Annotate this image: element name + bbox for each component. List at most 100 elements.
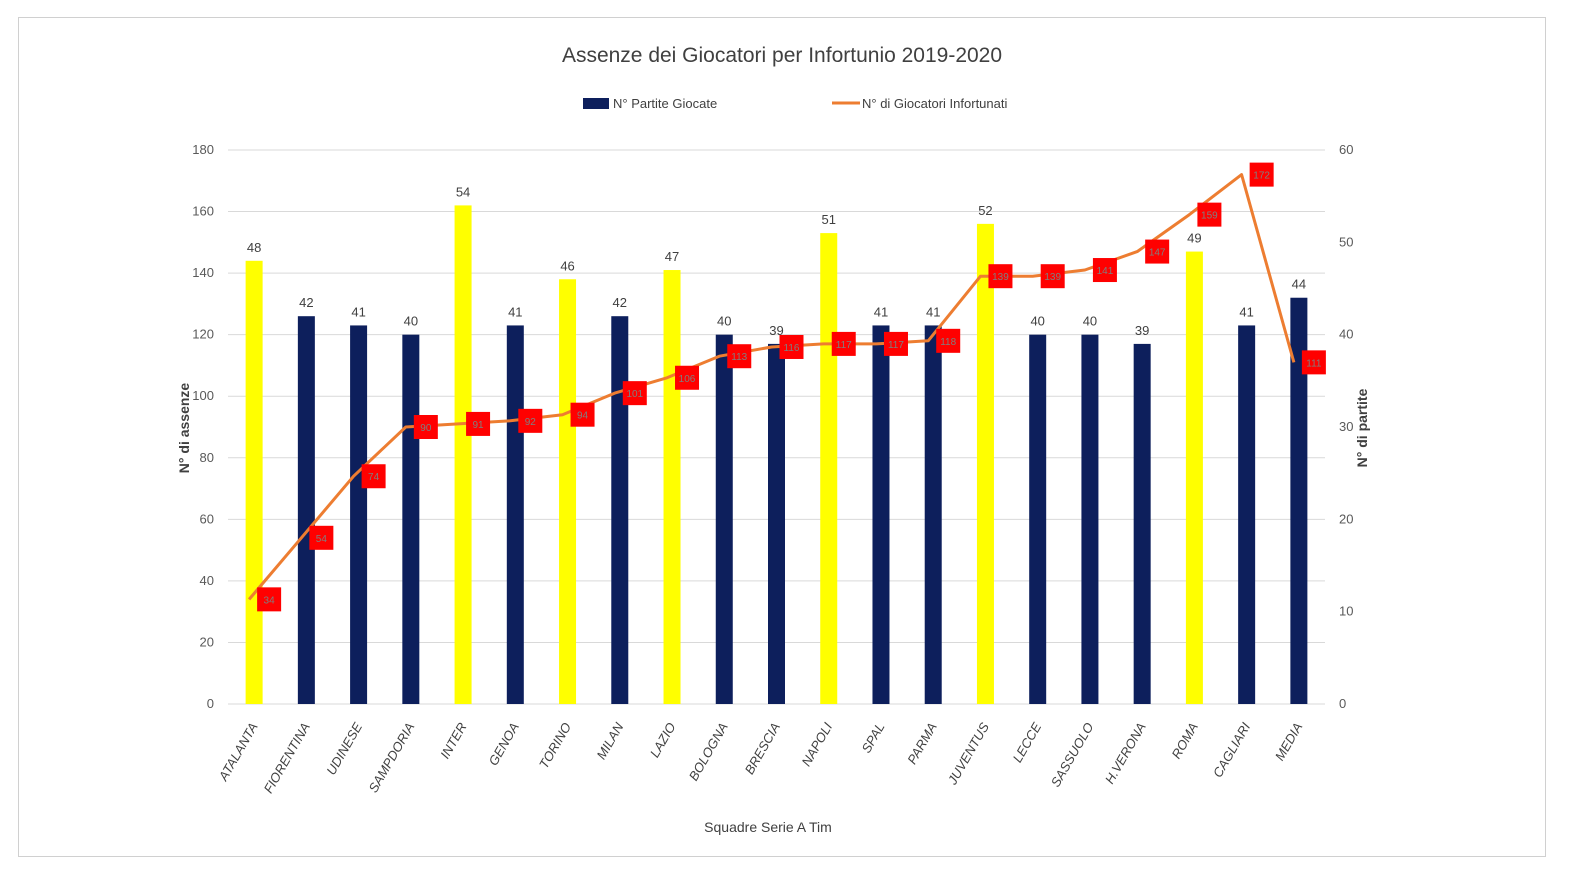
- bar-bologna: [715, 334, 733, 704]
- line-data-label: 90: [420, 423, 432, 434]
- bar-media: [1290, 297, 1308, 704]
- x-tick-label: GENOA: [485, 720, 521, 768]
- y-axis-left-title: N° di assenze: [176, 383, 192, 474]
- x-tick-label: ATALANTA: [215, 720, 261, 784]
- bar-sampdoria: [402, 334, 420, 704]
- y-left-tick-label: 60: [200, 511, 214, 526]
- line-marker: [1301, 350, 1326, 375]
- x-tick-label: FIORENTINA: [261, 720, 313, 796]
- line-data-label: 147: [1149, 248, 1166, 259]
- line-marker: [413, 415, 438, 439]
- bar-milan: [611, 316, 629, 704]
- line-data-label: 172: [1253, 171, 1270, 182]
- x-tick-label: CAGLIARI: [1210, 720, 1254, 780]
- line-marker: [1092, 258, 1117, 283]
- line-marker: [883, 331, 908, 356]
- line-data-label: 91: [473, 420, 485, 431]
- line-marker: [779, 334, 804, 359]
- bar-data-label: 40: [717, 314, 731, 329]
- bar-torino: [559, 279, 577, 704]
- y-left-tick-label: 180: [192, 142, 214, 157]
- chart-title: Assenze dei Giocatori per Infortunio 201…: [562, 44, 1002, 67]
- line-data-label: 106: [679, 374, 696, 385]
- line-marker: [831, 331, 856, 356]
- bar-spal: [872, 325, 890, 704]
- line-marker: [675, 365, 700, 390]
- x-tick-label: LECCE: [1010, 720, 1045, 765]
- bar-data-label: 52: [978, 203, 992, 218]
- bar-data-label: 47: [665, 249, 679, 264]
- bar-data-label: 40: [404, 314, 418, 329]
- bar-data-label: 41: [874, 304, 888, 319]
- bar-fiorentina: [297, 316, 315, 704]
- line-data-label: 34: [264, 595, 276, 606]
- y-right-tick-label: 30: [1339, 419, 1353, 434]
- bar-data-label: 39: [769, 323, 783, 338]
- data-labels: 48 42 41 40 54 41 46 42 47 40 39 51 41 41 52 40 40 39 49 41…: [247, 162, 1326, 612]
- line-data-label: 139: [1044, 272, 1061, 283]
- bar-data-label: 41: [926, 304, 940, 319]
- bar-roma: [1185, 251, 1203, 705]
- y-left-tick-label: 80: [200, 450, 214, 465]
- bar-data-label: 51: [822, 212, 836, 227]
- y-right-tick-label: 40: [1339, 327, 1353, 342]
- bar-data-label: 41: [508, 304, 522, 319]
- line-marker: [988, 264, 1013, 289]
- bar-data-label: 41: [351, 304, 365, 319]
- x-tick-label: JUVENTUS: [944, 720, 992, 788]
- x-tick-label: LAZIO: [647, 720, 679, 760]
- bar-data-label: 54: [456, 184, 470, 199]
- bar-juventus: [976, 223, 994, 704]
- x-tick-label: H.VERONA: [1102, 720, 1149, 786]
- x-tick-label: TORINO: [536, 720, 574, 771]
- line-data-label: 94: [577, 411, 589, 422]
- legend-label-line: N° di Giocatori Infortunati: [862, 96, 1007, 111]
- x-tick-label: SASSUOLO: [1048, 720, 1097, 789]
- line-marker: [257, 587, 282, 612]
- x-tick-label: SAMPDORIA: [365, 720, 417, 795]
- bar-lazio: [663, 270, 681, 704]
- x-tick-label: INTER: [437, 720, 469, 761]
- line-data-label: 113: [731, 352, 747, 363]
- bar-sassuolo: [1081, 334, 1099, 704]
- line-data-label: 117: [836, 340, 852, 351]
- x-tick-label: UDINESE: [323, 720, 365, 778]
- line-marker: [466, 411, 491, 436]
- bar-data-label: 40: [1030, 314, 1044, 329]
- bar-lecce: [1029, 334, 1047, 704]
- y-left-tick-label: 140: [192, 265, 214, 280]
- line-data-label: 54: [316, 534, 328, 545]
- line-marker: [309, 525, 334, 550]
- line-marker: [1040, 264, 1065, 289]
- bar-hverona: [1133, 343, 1151, 704]
- bar-brescia: [768, 343, 785, 704]
- y-left-tick-label: 120: [192, 327, 214, 342]
- y-left-tick-label: 100: [192, 388, 214, 403]
- bar-data-label: 42: [299, 295, 313, 310]
- line-marker: [1249, 162, 1274, 187]
- line-data-label: 92: [525, 417, 537, 428]
- line-data-label: 139: [992, 272, 1009, 283]
- legend-swatch-bar: [583, 98, 609, 109]
- bar-data-label: 41: [1239, 304, 1253, 319]
- bar-udinese: [350, 325, 368, 704]
- bar-parma: [924, 325, 942, 704]
- line-data-label: 141: [1097, 266, 1114, 277]
- y-left-tick-label: 160: [192, 204, 214, 219]
- x-tick-label: PARMA: [904, 720, 940, 767]
- bar-atalanta: [245, 260, 263, 704]
- x-tick-label: SPAL: [858, 720, 887, 755]
- bar-data-label: 39: [1135, 323, 1149, 338]
- x-tick-label: MILAN: [594, 719, 627, 761]
- legend-label-bar: N° Partite Giocate: [613, 96, 717, 111]
- x-axis-title: Squadre Serie A Tim: [704, 819, 832, 835]
- line-data-label: 74: [368, 472, 380, 483]
- bar-genoa: [506, 325, 524, 704]
- line-marker: [570, 402, 595, 427]
- x-tick-label: ROMA: [1169, 720, 1201, 761]
- line-data-label: 117: [888, 340, 904, 351]
- y-left-tick-label: 0: [207, 696, 214, 711]
- y-right-tick-label: 60: [1339, 142, 1353, 157]
- line-data-label: 111: [1306, 358, 1322, 369]
- line-marker: [622, 381, 647, 406]
